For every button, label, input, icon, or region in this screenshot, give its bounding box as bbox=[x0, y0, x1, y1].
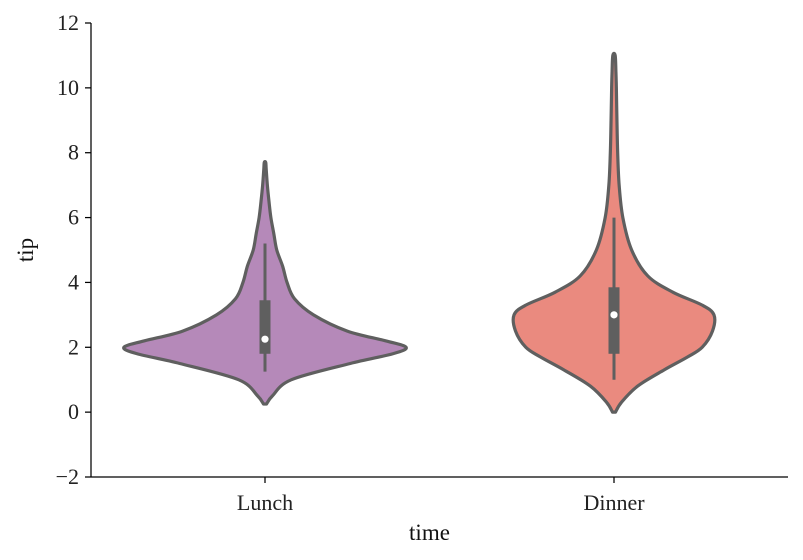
y-tick-label: 2 bbox=[68, 334, 79, 359]
iqr-box-dinner bbox=[608, 287, 620, 354]
y-tick-label: 12 bbox=[57, 10, 79, 35]
median-dot-lunch bbox=[261, 335, 269, 343]
median-dot-dinner bbox=[610, 311, 618, 319]
iqr-box-lunch bbox=[259, 300, 271, 354]
x-tick-label: Dinner bbox=[583, 490, 645, 515]
y-tick-label: 4 bbox=[68, 269, 79, 294]
y-axis-title: tip bbox=[13, 238, 38, 262]
x-tick-label: Lunch bbox=[237, 490, 293, 515]
y-ticks: −2 0 2 4 6 8 10 12 bbox=[56, 10, 91, 489]
y-tick-label: 10 bbox=[57, 75, 79, 100]
y-tick-label: 0 bbox=[68, 399, 79, 424]
y-tick-label: −2 bbox=[56, 464, 79, 489]
x-ticks: Lunch Dinner bbox=[237, 477, 645, 515]
violin-layer bbox=[122, 51, 717, 414]
x-axis-title: time bbox=[409, 520, 450, 545]
y-tick-label: 6 bbox=[68, 205, 79, 230]
y-tick-label: 8 bbox=[68, 140, 79, 165]
